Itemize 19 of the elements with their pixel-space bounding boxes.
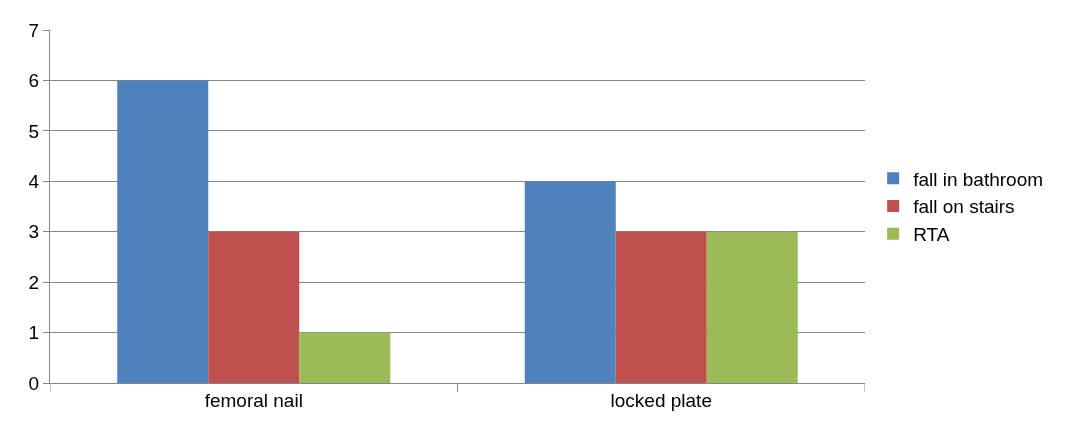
y-tick-label: 5 (28, 120, 40, 142)
bar (299, 332, 391, 383)
bar (524, 181, 616, 383)
y-tick-label: 2 (28, 271, 40, 293)
y-tick-label: 4 (28, 170, 40, 192)
y-tick-label: 1 (28, 322, 40, 344)
bar (706, 231, 798, 383)
legend-label: fall in bathroom (913, 168, 1044, 190)
y-tick-label: 7 (28, 19, 40, 41)
bar (208, 231, 300, 383)
x-tick-label: femoral nail (204, 389, 303, 411)
legend-label: fall on stairs (913, 196, 1015, 218)
y-tick-label: 6 (28, 70, 40, 92)
bar (615, 231, 707, 383)
x-tick-label: locked plate (610, 389, 712, 411)
y-tick-label: 3 (28, 221, 40, 243)
y-tick-label: 0 (28, 372, 40, 394)
bar (117, 80, 209, 383)
legend-label: RTA (913, 224, 950, 246)
